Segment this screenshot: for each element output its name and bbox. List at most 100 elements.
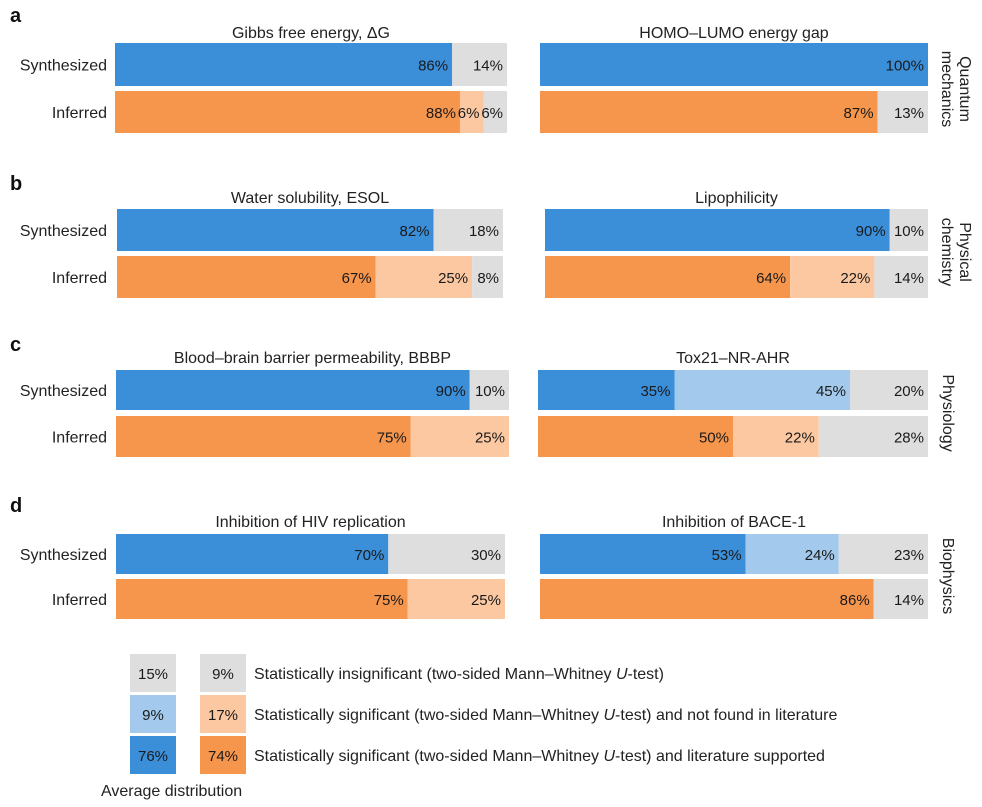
- data-label: 10%: [894, 223, 924, 240]
- bar-segment: [877, 91, 928, 133]
- legend-swatch-value: 76%: [138, 748, 168, 765]
- bar-segment: [790, 256, 875, 298]
- bar-segment: [674, 370, 850, 410]
- category-label-inferred: Inferred: [52, 430, 107, 447]
- data-label: 67%: [342, 270, 372, 287]
- data-label: 20%: [894, 383, 924, 400]
- bar-segment: [733, 416, 819, 457]
- chart-title: Water solubility, ESOL: [231, 190, 389, 207]
- bar-segment: [117, 209, 434, 251]
- data-label: 90%: [856, 223, 886, 240]
- bar-segment: [115, 91, 460, 133]
- bar-segment: [540, 91, 878, 133]
- legend-swatch-value: 9%: [212, 666, 234, 683]
- legend-swatch: [200, 736, 246, 774]
- category-label-inferred: Inferred: [52, 270, 107, 287]
- legend-swatch-value: 74%: [208, 748, 238, 765]
- legend-caption: Average distribution: [101, 783, 242, 800]
- category-label-inferred: Inferred: [52, 592, 107, 609]
- data-label: 82%: [399, 223, 429, 240]
- legend-swatch-value: 15%: [138, 666, 168, 683]
- bar-segment: [115, 43, 453, 86]
- panel-letter: d: [10, 495, 22, 517]
- bar-segment: [545, 256, 791, 298]
- panel-letter: c: [10, 334, 21, 356]
- legend-label: Statistically insignificant (two-sided M…: [254, 666, 664, 683]
- side-category-label: Biophysics: [939, 538, 956, 614]
- category-label-synthesized: Synthesized: [20, 223, 107, 240]
- bar-segment: [540, 579, 874, 619]
- legend-label: Statistically significant (two-sided Man…: [254, 707, 838, 724]
- bar-segment: [483, 91, 507, 133]
- bar-segment: [889, 209, 928, 251]
- bar-segment: [850, 370, 928, 410]
- data-label: 23%: [894, 547, 924, 564]
- data-label: 25%: [475, 430, 505, 447]
- chart-title: Inhibition of HIV replication: [215, 514, 405, 531]
- data-label: 87%: [844, 105, 874, 122]
- data-label: 22%: [785, 430, 815, 447]
- bar-segment: [116, 579, 408, 619]
- data-label: 90%: [436, 383, 466, 400]
- side-category-label: Physicalchemistry: [938, 218, 973, 286]
- chart-title: HOMO–LUMO energy gap: [639, 25, 829, 42]
- legend-swatch: [130, 736, 176, 774]
- bar-segment: [375, 256, 473, 298]
- bar-segment: [433, 209, 503, 251]
- legend-swatch: [130, 654, 176, 692]
- data-label: 35%: [640, 383, 670, 400]
- chart-title: Blood–brain barrier permeability, BBBP: [174, 350, 451, 367]
- bar-segment: [407, 579, 505, 619]
- legend-swatch: [200, 695, 246, 733]
- panel-letter: b: [10, 173, 22, 195]
- bar-segment: [472, 256, 503, 298]
- side-category-label: Quantummechanics: [938, 51, 973, 127]
- bar-segment: [545, 209, 890, 251]
- data-label: 86%: [418, 58, 448, 75]
- data-label: 6%: [458, 105, 480, 122]
- bar-segment: [459, 91, 484, 133]
- data-label: 50%: [699, 430, 729, 447]
- bar-segment: [116, 416, 411, 457]
- bar-segment: [538, 370, 675, 410]
- data-label: 18%: [469, 223, 499, 240]
- data-label: 24%: [805, 547, 835, 564]
- side-category-label: Physiology: [939, 374, 956, 451]
- category-label-inferred: Inferred: [52, 105, 107, 122]
- data-label: 70%: [354, 547, 384, 564]
- panel-letter: a: [10, 5, 22, 27]
- data-label: 30%: [471, 547, 501, 564]
- data-label: 86%: [840, 592, 870, 609]
- chart-title: Lipophilicity: [695, 190, 778, 207]
- data-label: 88%: [426, 105, 456, 122]
- data-label: 28%: [894, 430, 924, 447]
- data-label: 22%: [840, 270, 870, 287]
- bar-segment: [818, 416, 928, 457]
- data-label: 25%: [471, 592, 501, 609]
- data-label: 53%: [712, 547, 742, 564]
- bar-segment: [745, 534, 839, 574]
- data-label: 14%: [473, 58, 503, 75]
- bar-segment: [116, 534, 389, 574]
- data-label: 13%: [894, 105, 924, 122]
- legend-swatch: [130, 695, 176, 733]
- data-label: 45%: [816, 383, 846, 400]
- legend-swatch-value: 17%: [208, 707, 238, 724]
- data-label: 75%: [374, 592, 404, 609]
- data-label: 10%: [475, 383, 505, 400]
- bar-segment: [452, 43, 507, 86]
- legend-swatch-value: 9%: [142, 707, 164, 724]
- chart-title: Tox21–NR-AHR: [676, 350, 790, 367]
- chart-title: Gibbs free energy, ΔG: [232, 25, 390, 42]
- category-label-synthesized: Synthesized: [20, 383, 107, 400]
- data-label: 14%: [894, 592, 924, 609]
- bar-segment: [873, 579, 928, 619]
- bar-segment: [388, 534, 505, 574]
- data-label: 25%: [438, 270, 468, 287]
- data-label: 8%: [477, 270, 499, 287]
- legend-label: Statistically significant (two-sided Man…: [254, 748, 825, 765]
- category-label-synthesized: Synthesized: [20, 58, 107, 75]
- bar-segment: [838, 534, 928, 574]
- data-label: 75%: [377, 430, 407, 447]
